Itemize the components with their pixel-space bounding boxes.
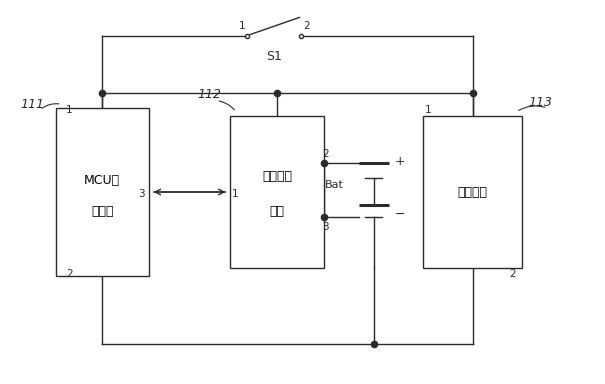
Text: 2: 2 — [66, 269, 73, 279]
Text: 1: 1 — [425, 105, 431, 115]
Text: 2: 2 — [302, 21, 309, 31]
Text: 3: 3 — [138, 189, 145, 199]
Bar — [56, 108, 149, 276]
Text: 1: 1 — [239, 21, 246, 31]
Text: 2: 2 — [322, 149, 329, 159]
Bar — [423, 116, 522, 268]
Text: 111: 111 — [21, 98, 45, 111]
Text: 模块: 模块 — [269, 205, 284, 218]
Text: 储能单元: 储能单元 — [457, 185, 488, 199]
Text: 制模块: 制模块 — [91, 205, 114, 218]
Bar — [231, 116, 324, 268]
Text: 电压测量: 电压测量 — [262, 170, 292, 183]
Text: 2: 2 — [509, 269, 516, 279]
Text: S1: S1 — [266, 50, 282, 63]
Text: −: − — [394, 209, 405, 221]
Text: Bat: Bat — [325, 180, 344, 190]
Text: 3: 3 — [322, 222, 329, 232]
Text: 113: 113 — [528, 96, 552, 109]
Text: 1: 1 — [66, 105, 73, 115]
Text: MCU控: MCU控 — [84, 174, 120, 187]
Text: 1: 1 — [232, 189, 238, 199]
Text: 112: 112 — [197, 88, 221, 101]
Text: +: + — [394, 155, 405, 168]
